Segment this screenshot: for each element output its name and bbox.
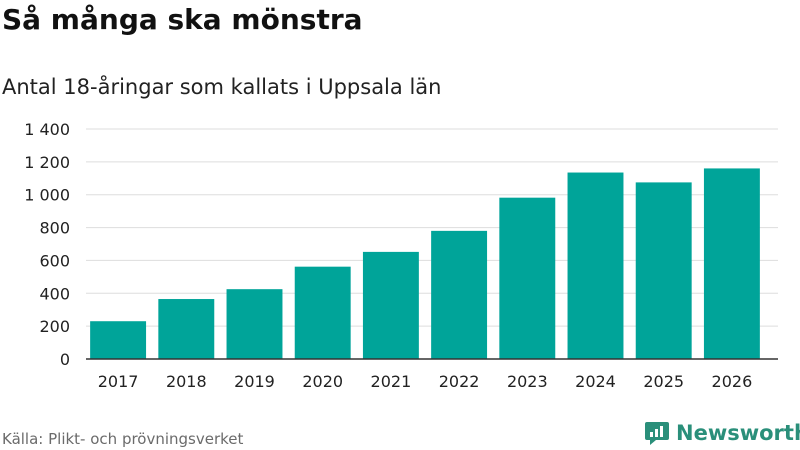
bar-chart: 0 200 400 600 800 1 000 1 200 1 400 2017 2018 2019… [24,120,778,391]
y-tick-label: 400 [39,284,70,303]
bar [499,197,556,359]
chart-title: Så många ska mönstra [2,3,363,36]
chart-subtitle: Antal 18-åringar som kallats i Uppsala l… [2,75,442,99]
bar [567,172,624,359]
x-tick-label: 2022 [439,372,480,391]
y-tick-label: 1 400 [24,120,70,139]
bar [362,251,419,359]
bar [703,168,760,359]
y-tick-label: 0 [60,350,70,369]
y-tick-label: 600 [39,251,70,270]
x-tick-label: 2019 [234,372,275,391]
newsworthy-logo-icon [645,422,669,445]
source-note: Källa: Plikt- och prövningsverket [2,430,244,448]
bar [158,299,215,359]
bar [90,321,147,359]
x-tick-label: 2018 [166,372,207,391]
brand-name: Newsworthy [676,421,800,445]
y-tick-label: 800 [39,219,70,238]
x-tick-label: 2024 [575,372,616,391]
bar [431,230,488,359]
brand-logo[interactable]: Newsworthy [644,420,800,446]
x-tick-label: 2021 [371,372,412,391]
x-tick-label: 2020 [302,372,343,391]
y-tick-label: 200 [39,317,70,336]
y-tick-label: 1 000 [24,186,70,205]
x-tick-label: 2026 [712,372,753,391]
x-tick-label: 2017 [98,372,139,391]
bar [226,289,283,359]
y-tick-label: 1 200 [24,153,70,172]
bar [294,266,351,359]
x-tick-label: 2023 [507,372,548,391]
x-tick-label: 2025 [643,372,684,391]
bar [635,182,692,359]
